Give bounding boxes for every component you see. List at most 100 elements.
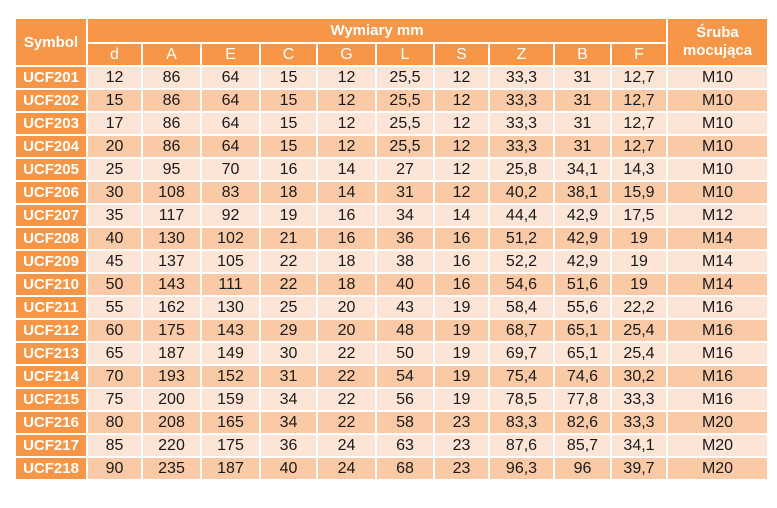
cell-s: 12: [435, 159, 488, 180]
cell-g: 22: [318, 412, 375, 433]
cell-a: 143: [143, 274, 200, 295]
cell-bolt: M16: [668, 366, 767, 387]
cell-l: 25,5: [377, 67, 433, 88]
cell-f: 12,7: [612, 67, 666, 88]
cell-s: 19: [435, 389, 488, 410]
cell-f: 12,7: [612, 113, 666, 134]
cell-b: 85,7: [555, 435, 610, 456]
cell-d: 20: [88, 136, 141, 157]
column-header-f: F: [612, 44, 666, 65]
cell-b: 42,9: [555, 251, 610, 272]
cell-e: 105: [202, 251, 259, 272]
cell-l: 43: [377, 297, 433, 318]
cell-z: 33,3: [490, 90, 553, 111]
row-symbol: UCF212: [16, 320, 86, 341]
cell-g: 22: [318, 389, 375, 410]
cell-a: 130: [143, 228, 200, 249]
cell-g: 12: [318, 90, 375, 111]
cell-l: 31: [377, 182, 433, 203]
row-symbol: UCF208: [16, 228, 86, 249]
column-header-b: B: [555, 44, 610, 65]
cell-b: 38,1: [555, 182, 610, 203]
cell-c: 40: [261, 458, 316, 479]
cell-c: 15: [261, 67, 316, 88]
cell-l: 50: [377, 343, 433, 364]
cell-l: 40: [377, 274, 433, 295]
cell-a: 208: [143, 412, 200, 433]
cell-b: 65,1: [555, 320, 610, 341]
row-symbol: UCF201: [16, 67, 86, 88]
cell-e: 143: [202, 320, 259, 341]
row-symbol: UCF215: [16, 389, 86, 410]
cell-l: 58: [377, 412, 433, 433]
row-symbol: UCF203: [16, 113, 86, 134]
column-header-e: E: [202, 44, 259, 65]
row-symbol: UCF214: [16, 366, 86, 387]
table-row: UCF215 75 200 159 34 22 56 19 78,5 77,8 33,3 M16: [16, 389, 767, 410]
cell-a: 117: [143, 205, 200, 226]
cell-f: 25,4: [612, 320, 666, 341]
cell-bolt: M14: [668, 251, 767, 272]
cell-c: 29: [261, 320, 316, 341]
cell-d: 30: [88, 182, 141, 203]
column-header-z: Z: [490, 44, 553, 65]
table-row: UCF203 17 86 64 15 12 25,5 12 33,3 31 12,7 M10: [16, 113, 767, 134]
cell-f: 12,7: [612, 90, 666, 111]
table-row: UCF209 45 137 105 22 18 38 16 52,2 42,9 19 M14: [16, 251, 767, 272]
table-row: UCF210 50 143 111 22 18 40 16 54,6 51,6 19 M14: [16, 274, 767, 295]
cell-l: 48: [377, 320, 433, 341]
cell-b: 96: [555, 458, 610, 479]
cell-g: 22: [318, 343, 375, 364]
cell-c: 25: [261, 297, 316, 318]
cell-bolt: M10: [668, 67, 767, 88]
table-row: UCF218 90 235 187 40 24 68 23 96,3 96 39,7 M20: [16, 458, 767, 479]
cell-f: 19: [612, 274, 666, 295]
cell-a: 220: [143, 435, 200, 456]
cell-e: 64: [202, 113, 259, 134]
cell-e: 187: [202, 458, 259, 479]
cell-g: 24: [318, 458, 375, 479]
cell-bolt: M10: [668, 113, 767, 134]
cell-l: 63: [377, 435, 433, 456]
row-symbol: UCF213: [16, 343, 86, 364]
cell-b: 31: [555, 113, 610, 134]
cell-d: 12: [88, 67, 141, 88]
cell-l: 38: [377, 251, 433, 272]
cell-f: 19: [612, 251, 666, 272]
table-row: UCF211 55 162 130 25 20 43 19 58,4 55,6 22,2 M16: [16, 297, 767, 318]
cell-g: 18: [318, 274, 375, 295]
cell-g: 14: [318, 182, 375, 203]
cell-l: 36: [377, 228, 433, 249]
row-symbol: UCF207: [16, 205, 86, 226]
cell-e: 159: [202, 389, 259, 410]
cell-g: 24: [318, 435, 375, 456]
cell-bolt: M10: [668, 159, 767, 180]
cell-e: 64: [202, 67, 259, 88]
symbol-column-header: Symbol: [16, 19, 86, 65]
cell-a: 86: [143, 67, 200, 88]
cell-bolt: M10: [668, 90, 767, 111]
cell-a: 187: [143, 343, 200, 364]
table-row: UCF214 70 193 152 31 22 54 19 75,4 74,6 30,2 M16: [16, 366, 767, 387]
cell-l: 68: [377, 458, 433, 479]
cell-z: 40,2: [490, 182, 553, 203]
cell-d: 40: [88, 228, 141, 249]
cell-c: 15: [261, 90, 316, 111]
cell-z: 87,6: [490, 435, 553, 456]
cell-bolt: M14: [668, 228, 767, 249]
cell-l: 25,5: [377, 90, 433, 111]
bolt-header-line1: Śruba: [696, 24, 739, 41]
cell-d: 80: [88, 412, 141, 433]
cell-a: 162: [143, 297, 200, 318]
cell-b: 77,8: [555, 389, 610, 410]
cell-a: 200: [143, 389, 200, 410]
row-symbol: UCF204: [16, 136, 86, 157]
cell-e: 165: [202, 412, 259, 433]
column-header-l: L: [377, 44, 433, 65]
cell-bolt: M16: [668, 343, 767, 364]
cell-d: 17: [88, 113, 141, 134]
cell-z: 75,4: [490, 366, 553, 387]
cell-e: 70: [202, 159, 259, 180]
cell-f: 15,9: [612, 182, 666, 203]
cell-z: 96,3: [490, 458, 553, 479]
